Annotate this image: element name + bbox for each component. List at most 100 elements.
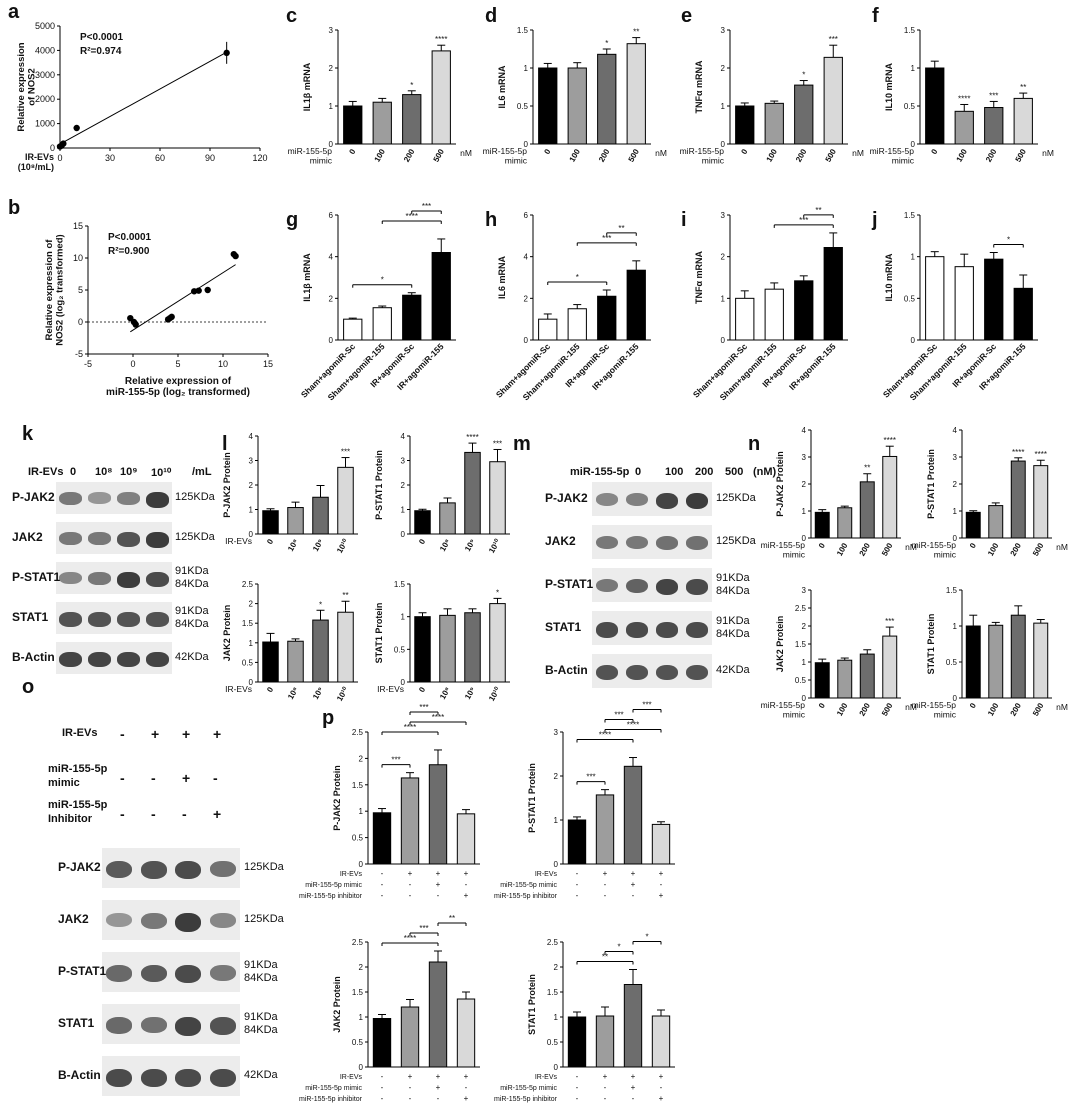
label-line: miR-155-5p	[870, 146, 915, 156]
y-tick-label: 1	[329, 102, 334, 111]
y-tick-label: 4	[953, 426, 958, 435]
y-tick-label: 1	[911, 64, 916, 73]
bracket-label: **	[815, 206, 821, 215]
x-tick-label: 200	[597, 147, 612, 164]
protein-band	[117, 612, 140, 627]
unit-label: nM	[852, 148, 864, 158]
condition-sign: -	[604, 891, 607, 900]
y-tick-label: 0.5	[547, 1038, 559, 1047]
bar	[567, 67, 587, 145]
x-tick-label: 10¹⁰	[335, 685, 351, 703]
panel-letter-l: l	[222, 433, 228, 455]
panel-letter-i: i	[681, 209, 687, 231]
y-tick-label: 0.5	[795, 676, 807, 685]
y-tick-label: 0	[50, 143, 55, 153]
y-tick-label: 1.5	[394, 580, 406, 589]
header-label: miR-155-5p	[570, 466, 630, 478]
y-tick-label: 2.5	[795, 604, 807, 613]
x-tick-label: 200	[794, 147, 809, 164]
condition-sign: +	[659, 891, 664, 900]
y-tick-label: 0	[911, 140, 916, 149]
condition-sign: -	[576, 1072, 579, 1081]
y-axis-label: Relative expression ofNOS2 (log₂ transfo…	[44, 234, 66, 345]
y-tick-label: 0	[721, 140, 726, 149]
condition-sign: -	[465, 880, 468, 889]
condition-sign: +	[408, 1072, 413, 1081]
bar	[343, 105, 363, 145]
condition-sign: +	[464, 891, 469, 900]
condition-label: miR-155-5p mimic	[305, 1085, 362, 1092]
unit-label: (nM)	[753, 466, 777, 478]
significance-mark: ***	[989, 91, 998, 100]
y-tick-label: 4	[524, 253, 529, 262]
label-line: mimic	[702, 156, 725, 166]
panel-letter-n: n	[748, 433, 760, 455]
y-axis-label: Relative expressionof NOS2	[16, 42, 38, 131]
y-axis-label: IL6 mRNA	[497, 65, 507, 109]
protein-band	[655, 621, 679, 638]
protein-band	[655, 664, 679, 681]
bracket-label: *	[576, 273, 579, 282]
significance-mark: ***	[493, 439, 502, 448]
x-group-label: miR-155-5p mimic	[761, 540, 806, 560]
y-tick-label: 4	[802, 426, 807, 435]
y-tick-label: 2	[359, 963, 364, 972]
y-tick-label: 1000	[35, 119, 55, 129]
bar	[837, 507, 853, 539]
condition-sign: -	[576, 880, 579, 889]
x-tick-label: 0	[929, 147, 939, 156]
row-label: STAT1	[58, 1016, 95, 1030]
condition-label: IR-EVs	[62, 727, 98, 739]
lane-label: 10⁹	[120, 466, 138, 478]
unit-label: nM	[905, 542, 917, 552]
x-tick-label: 10¹⁰	[487, 537, 503, 555]
protein-band	[209, 860, 236, 878]
y-tick-label: 15	[73, 221, 83, 231]
y-tick-label: 1.5	[904, 26, 916, 35]
y-tick-label: 2	[802, 622, 807, 631]
protein-band	[59, 532, 82, 546]
panel-letter-g: g	[286, 209, 298, 231]
bar	[623, 765, 643, 865]
condition-sign: +	[464, 1072, 469, 1081]
condition-sign: +	[603, 869, 608, 878]
condition-sign: +	[659, 1072, 664, 1081]
x-tick-label: 0	[57, 153, 62, 163]
y-tick-label: 1	[249, 639, 254, 648]
condition-sign: +	[436, 880, 441, 889]
x-tick-label: 15	[263, 359, 273, 369]
y-tick-label: 0.5	[352, 1038, 364, 1047]
y-axis-label: IL1β mRNA	[302, 62, 312, 111]
y-tick-label: -5	[75, 349, 83, 359]
bar	[372, 812, 392, 865]
condition-sign: +	[631, 1072, 636, 1081]
data-point	[168, 313, 175, 321]
x-tick-label: Sham+agomiR-Sc	[691, 341, 750, 400]
x-tick-label: 10	[218, 359, 228, 369]
bar	[837, 659, 853, 699]
blot-strip	[56, 522, 172, 554]
r-squared: R²=0.900	[108, 246, 150, 257]
x-group-label: IR-EVs	[225, 536, 252, 546]
y-tick-label: 0.5	[242, 658, 254, 667]
bar	[372, 307, 392, 341]
kda-label: 91KDa 84KDa	[244, 959, 278, 984]
significance-mark: **	[633, 28, 639, 37]
protein-band	[175, 964, 202, 984]
bracket-label: ****	[599, 731, 611, 740]
protein-band	[146, 492, 169, 508]
label-line: miR-155-5p	[483, 146, 528, 156]
x-tick-label: 500	[880, 541, 895, 558]
unit-label: nM	[1056, 542, 1068, 552]
label-line: IR-EVs	[25, 152, 54, 162]
condition-sign: -	[381, 869, 384, 878]
significance-mark: ****	[884, 436, 896, 445]
significance-mark: *	[410, 81, 413, 90]
x-tick-label: 0	[417, 537, 427, 546]
y-tick-label: 0	[953, 534, 958, 543]
unit-label: nM	[655, 148, 667, 158]
y-tick-label: 4000	[35, 45, 55, 55]
y-axis-label: JAK2 Protein	[332, 976, 342, 1033]
bar	[439, 614, 456, 683]
bracket-label: ***	[614, 711, 623, 720]
